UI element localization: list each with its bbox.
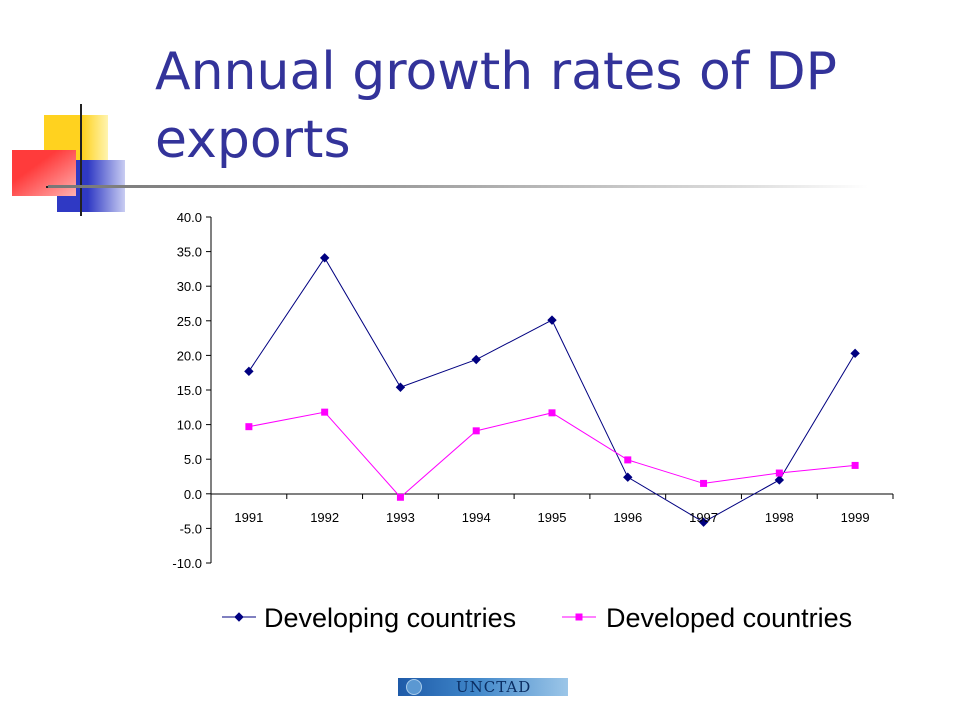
x-tick-label: 1991 [234,510,263,525]
data-point-developed [396,493,404,501]
data-point-developed [851,461,859,469]
data-point-developing [698,517,709,527]
x-tick-label: 1994 [462,510,491,525]
data-point-developed [472,427,480,435]
unctad-logo: UNCTAD [398,678,568,696]
y-tick-label: 20.0 [177,348,202,363]
y-tick-label: 15.0 [177,383,202,398]
legend-label: Developing countries [264,603,516,633]
y-tick-label: -5.0 [180,521,202,536]
data-point-developed [624,456,632,464]
x-tick-label: 1997 [689,510,718,525]
series-line-developed [248,411,856,498]
legend-label: Developed countries [606,603,852,633]
data-point-developed [700,479,708,487]
data-point-developed [321,408,329,416]
data-point-developed [245,423,253,431]
y-tick-label: 10.0 [177,418,202,433]
y-tick-label: 40.0 [177,210,202,225]
title-underline [48,185,868,188]
data-point-developed [575,613,583,621]
x-tick-label: 1992 [310,510,339,525]
y-tick-label: 25.0 [177,314,202,329]
x-tick-label: 1995 [538,510,567,525]
x-tick-label: 1999 [841,510,870,525]
series-line-developing [248,256,856,523]
data-point-developed [775,469,783,477]
y-tick-label: 5.0 [184,452,202,467]
y-tick-label: 0.0 [184,487,202,502]
decor-vertical-line [80,104,82,216]
logo-text: UNCTAD [456,678,532,696]
data-point-developing [547,315,557,325]
data-point-developing [395,382,406,392]
slide-title: Annual growth rates of DP exports [155,42,838,170]
data-point-developing [471,354,481,365]
un-emblem-icon [406,679,422,695]
y-tick-label: 35.0 [177,245,202,260]
data-point-developing [234,612,244,622]
decor-red-square [12,150,76,196]
x-tick-label: 1998 [765,510,794,525]
y-tick-label: 30.0 [177,279,202,294]
x-tick-label: 1996 [613,510,642,525]
data-point-developing [850,348,860,359]
data-point-developing [774,475,785,485]
x-tick-label: 1993 [386,510,415,525]
data-point-developed [548,409,556,417]
data-point-developing [319,253,330,263]
data-point-developing [244,366,254,377]
data-point-developing [623,472,633,482]
y-tick-label: -10.0 [172,556,202,571]
